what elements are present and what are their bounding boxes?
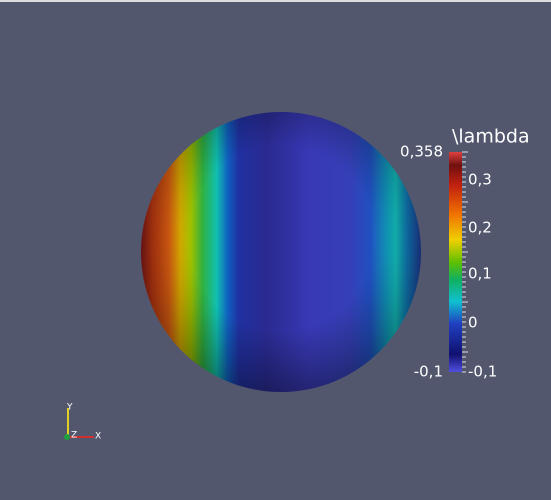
- y-label: Y: [66, 403, 73, 413]
- color-bar: [449, 152, 462, 372]
- color-legend: \lambda 0,358 -0,1 0,3 0,2 0,1 0 -0,1: [400, 126, 530, 381]
- z-label: Z: [71, 431, 77, 441]
- max-label: 0,358: [400, 143, 443, 161]
- tick-label: 0: [468, 314, 478, 332]
- x-label: X: [95, 432, 101, 442]
- orientation-axes: Y Z X: [64, 403, 101, 442]
- tick-label: 0,3: [468, 171, 492, 189]
- sphere-shading: [141, 112, 421, 392]
- z-axis: [64, 434, 70, 440]
- tick-label: 0,2: [468, 219, 492, 237]
- min-label: -0,1: [414, 363, 443, 381]
- tick-label: 0,1: [468, 265, 492, 283]
- tick-label: -0,1: [468, 363, 497, 381]
- legend-title: \lambda: [452, 126, 530, 148]
